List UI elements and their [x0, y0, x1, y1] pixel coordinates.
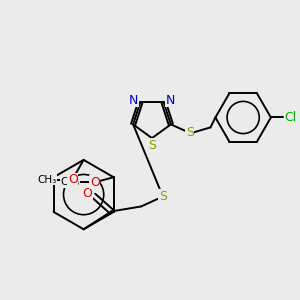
Text: S: S — [159, 190, 167, 203]
Text: N: N — [166, 94, 175, 107]
Text: Cl: Cl — [285, 111, 297, 124]
Text: S: S — [186, 126, 194, 139]
Text: CH₃: CH₃ — [37, 175, 57, 185]
Text: O: O — [68, 173, 78, 186]
Text: O: O — [82, 187, 92, 200]
Text: N: N — [129, 94, 138, 107]
Text: S: S — [159, 190, 167, 203]
Text: S: S — [148, 139, 156, 152]
Text: O: O — [90, 176, 100, 189]
Text: CH₃: CH₃ — [60, 177, 80, 187]
